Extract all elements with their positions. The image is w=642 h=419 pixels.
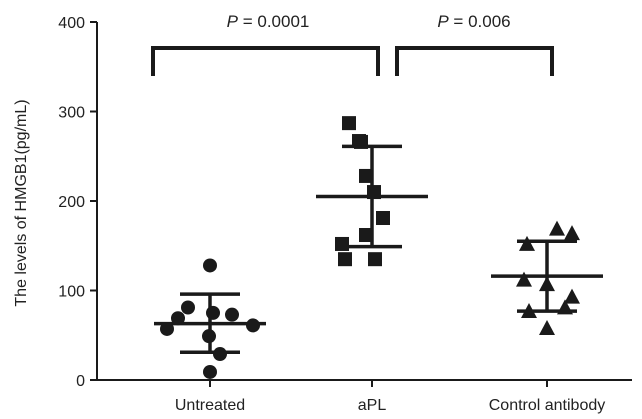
data-point-square xyxy=(359,168,373,183)
axes: 0 100 200 300 400 Untreated aPL Control antibod… xyxy=(58,15,632,414)
data-point-square xyxy=(335,236,349,251)
data-point-triangle xyxy=(519,235,535,251)
x-tick-label: Untreated xyxy=(175,397,245,414)
mean-sd-bars xyxy=(154,144,603,355)
data-point-circle xyxy=(206,305,220,320)
data-point-circle xyxy=(171,311,185,326)
y-tick-label: 100 xyxy=(58,284,85,301)
data-point-triangle xyxy=(516,271,532,287)
y-tick-label: 300 xyxy=(58,105,85,122)
data-point-triangle xyxy=(564,288,580,304)
p-value-label: P = 0.0001 xyxy=(227,12,310,31)
significance-bracket xyxy=(151,46,380,76)
data-point-triangle xyxy=(539,319,555,335)
data-point-circle xyxy=(160,321,174,336)
data-point-circle xyxy=(246,318,260,333)
y-axis-title: The levels of HMGB1(pg/mL) xyxy=(13,99,30,306)
y-tick-label: 200 xyxy=(58,194,85,211)
data-point-square xyxy=(359,228,373,243)
data-point-triangle xyxy=(549,220,565,236)
data-point-circle xyxy=(213,347,227,362)
data-point-circle xyxy=(203,364,217,379)
data-point-circle xyxy=(225,307,239,322)
data-point-square xyxy=(368,252,382,267)
data-point-square xyxy=(338,252,352,267)
significance-bracket xyxy=(395,46,554,76)
x-tick-label: aPL xyxy=(358,397,387,414)
p-value-label: P = 0.006 xyxy=(437,12,510,31)
data-point-square xyxy=(342,116,356,131)
x-tick-label: Control antibody xyxy=(489,397,606,414)
data-point-circle xyxy=(203,258,217,273)
data-point-circle xyxy=(181,300,195,315)
y-tick-label: 400 xyxy=(58,15,85,32)
data-point-triangle xyxy=(564,225,580,241)
significance-brackets: P = 0.0001 P = 0.006 xyxy=(151,12,554,76)
data-point-square xyxy=(376,211,390,226)
y-tick-label: 0 xyxy=(76,373,85,390)
